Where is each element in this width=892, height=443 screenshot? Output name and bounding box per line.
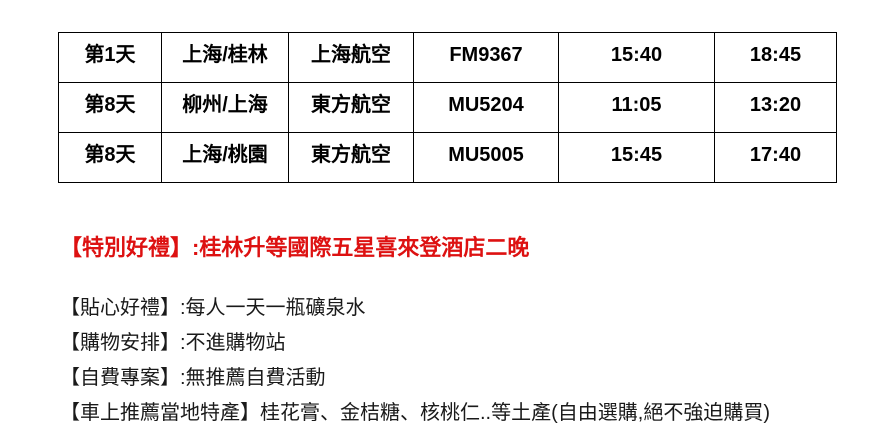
flight-number-cell: MU5005	[413, 132, 559, 183]
flight-number-cell: FM9367	[413, 32, 559, 83]
notes-section: 【貼心好禮】:每人一天一瓶礦泉水 【購物安排】:不進購物站 【自費專案】:無推薦…	[60, 291, 880, 431]
arrive-time-cell: 13:20	[714, 82, 837, 133]
route-cell: 柳州/上海	[161, 82, 289, 133]
airline-cell: 東方航空	[288, 132, 414, 183]
special-offer-heading: 【特別好禮】:桂林升等國際五星喜來登酒店二晚	[60, 235, 530, 260]
day-cell: 第1天	[58, 32, 162, 83]
note-optional-tour: 【自費專案】:無推薦自費活動	[60, 367, 326, 389]
note-care-gift: 【貼心好禮】:每人一天一瓶礦泉水	[60, 297, 366, 319]
flight-row: 第8天 上海/桃園 東方航空 MU5005 15:45 17:40	[58, 132, 837, 183]
day-cell: 第8天	[58, 82, 162, 133]
airline-cell: 東方航空	[288, 82, 414, 133]
arrive-time-cell: 18:45	[714, 32, 837, 83]
note-local-products: 【車上推薦當地特產】桂花膏、金桔糖、核桃仁..等土產(自由選購,絕不強迫購買)	[60, 402, 770, 424]
flight-table: 第1天 上海/桂林 上海航空 FM9367 15:40 18:45 第8天 柳州…	[58, 32, 837, 183]
route-cell: 上海/桂林	[161, 32, 289, 83]
route-cell: 上海/桃園	[161, 132, 289, 183]
flight-row: 第8天 柳州/上海 東方航空 MU5204 11:05 13:20	[58, 82, 837, 133]
depart-time-cell: 15:40	[558, 32, 715, 83]
note-shopping: 【購物安排】:不進購物站	[60, 332, 286, 354]
depart-time-cell: 15:45	[558, 132, 715, 183]
depart-time-cell: 11:05	[558, 82, 715, 133]
airline-cell: 上海航空	[288, 32, 414, 83]
flight-row: 第1天 上海/桂林 上海航空 FM9367 15:40 18:45	[58, 32, 837, 83]
arrive-time-cell: 17:40	[714, 132, 837, 183]
flight-number-cell: MU5204	[413, 82, 559, 133]
day-cell: 第8天	[58, 132, 162, 183]
